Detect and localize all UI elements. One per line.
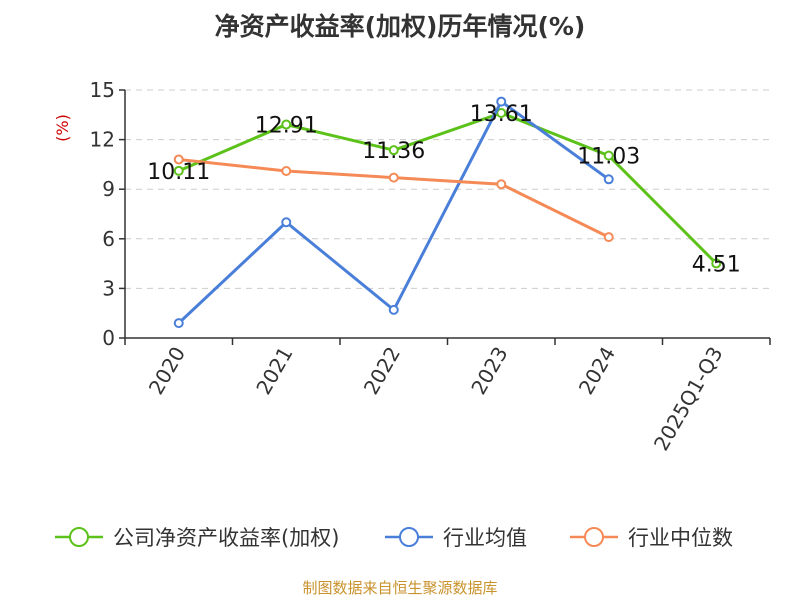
data-point[interactable] bbox=[281, 217, 292, 228]
series-2 bbox=[173, 154, 614, 243]
data-label: 11.36 bbox=[362, 139, 425, 164]
data-point[interactable] bbox=[173, 154, 184, 165]
y-tick-label: 0 bbox=[102, 326, 115, 350]
series-line bbox=[177, 100, 610, 325]
data-point[interactable] bbox=[388, 172, 399, 183]
series-line bbox=[178, 157, 610, 239]
legend[interactable]: 公司净资产收益率(加权) 行业均值 行业中位数 bbox=[55, 526, 733, 550]
data-point[interactable] bbox=[281, 166, 292, 177]
data-point[interactable] bbox=[496, 179, 507, 190]
series-layer bbox=[173, 96, 722, 329]
grid-lines bbox=[125, 89, 770, 289]
legend-label: 行业均值 bbox=[443, 526, 527, 550]
legend-item-1[interactable]: 行业均值 bbox=[385, 526, 527, 550]
axes: 0 3 6 9 12 15 2020 2021 2022 2023 2024 2025Q1-Q3 bbox=[90, 78, 771, 455]
data-point[interactable] bbox=[388, 145, 399, 156]
data-point[interactable] bbox=[603, 174, 614, 185]
data-point[interactable] bbox=[603, 232, 614, 243]
y-tick-label: 3 bbox=[102, 276, 115, 300]
data-point[interactable] bbox=[603, 150, 614, 161]
data-labels: 10.11 12.91 11.36 13.61 11.03 4.51 bbox=[147, 102, 740, 277]
series-0 bbox=[173, 107, 722, 269]
series-line bbox=[178, 111, 718, 265]
legend-item-2[interactable]: 行业中位数 bbox=[570, 526, 733, 550]
legend-swatch-marker bbox=[584, 527, 604, 547]
data-point[interactable] bbox=[173, 318, 184, 329]
x-tick-label: 2025Q1-Q3 bbox=[649, 343, 728, 455]
y-tick-label: 15 bbox=[90, 78, 115, 102]
data-point[interactable] bbox=[496, 96, 507, 107]
data-point[interactable] bbox=[281, 119, 292, 130]
y-tick-label: 12 bbox=[90, 128, 115, 152]
legend-label: 公司净资产收益率(加权) bbox=[113, 526, 339, 550]
data-point[interactable] bbox=[388, 304, 399, 315]
y-axis-unit-label: (%) bbox=[53, 114, 72, 142]
data-label: 11.03 bbox=[577, 145, 640, 170]
x-tick-label: 2022 bbox=[359, 343, 405, 399]
legend-label: 行业中位数 bbox=[628, 526, 733, 550]
data-point[interactable] bbox=[496, 107, 507, 118]
y-tick-label: 9 bbox=[102, 177, 115, 201]
x-tick-label: 2023 bbox=[466, 343, 512, 399]
source-note: 制图数据来自恒生聚源数据库 bbox=[302, 579, 497, 597]
x-tick-label: 2024 bbox=[574, 343, 620, 399]
x-tick-label: 2020 bbox=[144, 343, 190, 399]
data-label: 10.11 bbox=[147, 160, 210, 185]
data-point[interactable] bbox=[711, 258, 722, 269]
data-point[interactable] bbox=[173, 165, 184, 176]
data-label: 12.91 bbox=[255, 114, 318, 139]
legend-swatch-marker bbox=[69, 527, 89, 547]
x-tick-label: 2021 bbox=[251, 343, 297, 399]
series-1 bbox=[173, 96, 614, 329]
data-label: 13.61 bbox=[470, 102, 533, 127]
chart-title: 净资产收益率(加权)历年情况(%) bbox=[215, 12, 586, 41]
legend-item-0[interactable]: 公司净资产收益率(加权) bbox=[55, 526, 339, 550]
legend-swatch-marker bbox=[399, 527, 419, 547]
y-tick-label: 6 bbox=[102, 227, 115, 251]
data-label: 4.51 bbox=[692, 252, 741, 277]
